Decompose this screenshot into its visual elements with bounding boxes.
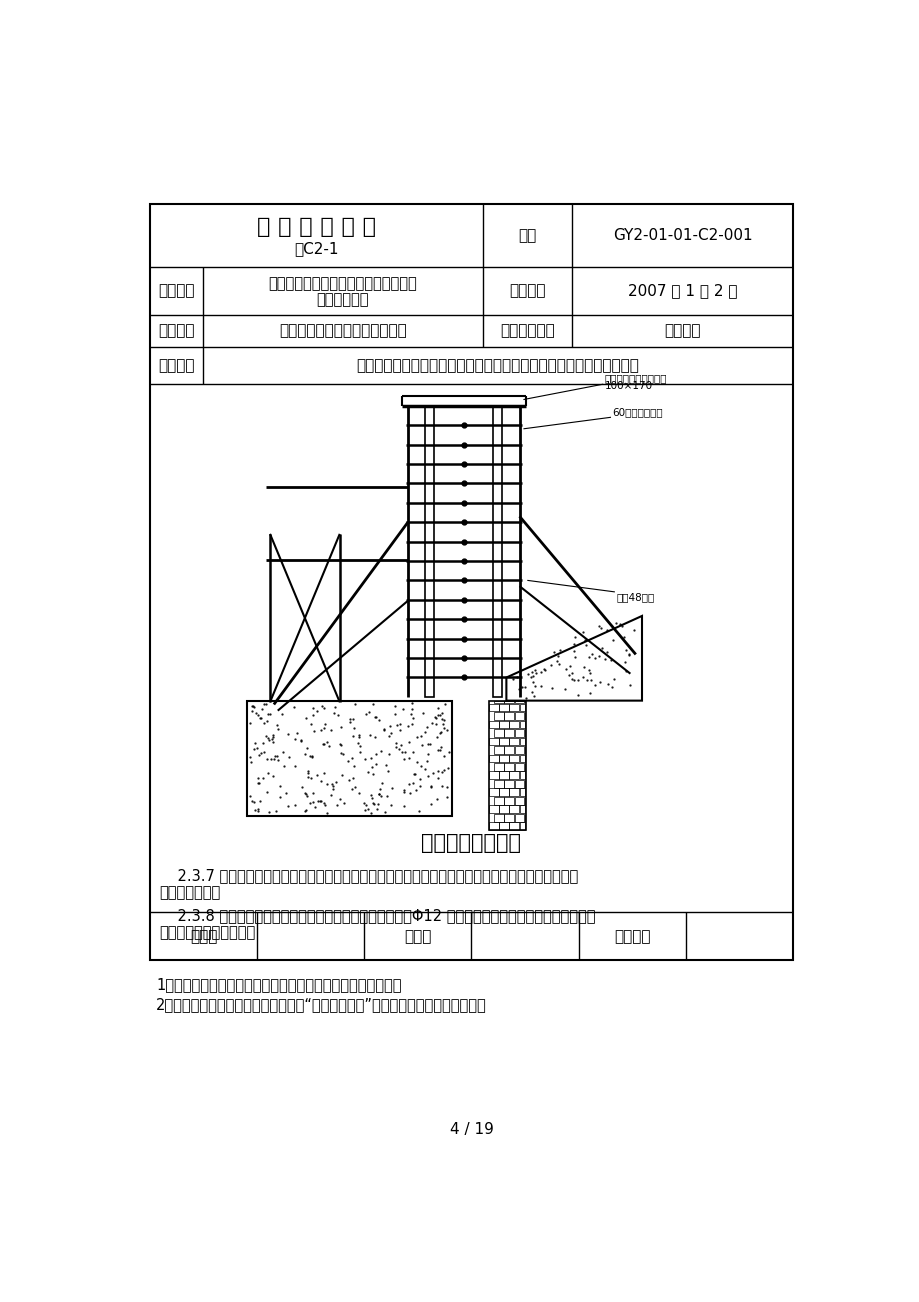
Bar [499,703,508,711]
Bar [504,814,513,822]
Bar [519,789,525,796]
Bar [514,712,523,720]
Bar [514,797,523,805]
Bar [514,814,523,822]
Text: 混凝土分隔开。: 混凝土分隔开。 [159,885,221,900]
Text: 2、当做分项施工技术交底时，应填写“分项工程名称”栏，其他技术交底可不填写。: 2、当做分项施工技术交底时，应填写“分项工程名称”栏，其他技术交底可不填写。 [156,997,486,1012]
Bar [489,720,498,728]
Bar [494,712,503,720]
Text: 2.3.8 施工缝部位用锂丝网与墙体锂筋绹牢，后面用２根Φ12 锂筋竖向撑住锂丝网，锂筋后面用短锂: 2.3.8 施工缝部位用锂丝网与墙体锂筋绹牢，后面用２根Φ12 锂筋竖向撑住锂丝… [159,907,595,923]
Bar [504,763,513,771]
Bar [504,700,513,703]
Text: 工程名称: 工程名称 [158,284,194,298]
Text: 中国建筑一局（集团）有限公司: 中国建筑一局（集团）有限公司 [278,323,406,339]
Text: 技 术 交 底 记 录: 技 术 交 底 记 录 [256,216,376,237]
Bar [489,755,498,762]
Text: 交底日期: 交底日期 [509,284,545,298]
Bar [494,780,503,788]
Bar [489,700,525,829]
Bar [509,806,518,812]
Text: 100×170: 100×170 [604,380,652,391]
Bar [514,700,523,703]
Bar [489,703,498,711]
Bar [509,823,518,829]
Bar [519,772,525,779]
Text: 表C2-1: 表C2-1 [294,241,338,255]
Text: 地下室墙体、柱模板的施工籹备、工艺流程、质量要求以及其他措施等: 地下室墙体、柱模板的施工籹备、工艺流程、质量要求以及其他措施等 [356,358,639,374]
Text: 用房西楼工程: 用房西楼工程 [316,292,369,307]
Bar [499,823,508,829]
Text: 编号: 编号 [518,228,536,243]
Bar [514,729,523,737]
Bar [494,729,503,737]
Bar [489,772,498,779]
Bar [514,780,523,788]
Bar [519,806,525,812]
Text: 分项工程名称: 分项工程名称 [500,323,554,339]
Bar [504,729,513,737]
Text: 2.3.7 外墙与内墙交接的部位，由于混凝土强度不同，用锂丝网片与墙体锂筋绹坚固，将不同标号的: 2.3.7 外墙与内墙交接的部位，由于混凝土强度不同，用锂丝网片与墙体锂筋绹坚固… [159,868,578,883]
Bar [519,755,525,762]
Bar [499,738,508,745]
Bar [489,738,498,745]
Bar [489,789,498,796]
Text: 北京首都国际机场３号航站楼旅客过夜: 北京首都国际机场３号航站楼旅客过夜 [268,276,417,292]
Bar [509,720,518,728]
Text: 交底提要: 交底提要 [158,358,194,374]
Bar [246,700,451,816]
Bar [504,780,513,788]
Text: 直径48锂管: 直径48锂管 [616,592,654,603]
Bar [514,746,523,754]
Bar [494,797,503,805]
Text: 交底人: 交底人 [403,928,431,944]
Bar [494,746,503,754]
Bar [493,406,502,697]
Bar [509,789,518,796]
Bar [509,738,518,745]
Bar [494,763,503,771]
Bar [499,720,508,728]
Text: 三节对拉螺栋，止水片: 三节对拉螺栋，止水片 [604,372,666,383]
Bar [504,712,513,720]
Bar [504,746,513,754]
Bar [494,700,503,703]
Bar [519,703,525,711]
Text: 审核人: 审核人 [189,928,217,944]
Bar [489,806,498,812]
Bar [519,720,525,728]
Polygon shape [505,616,641,700]
Bar [499,789,508,796]
Text: GY2-01-01-C2-001: GY2-01-01-C2-001 [612,228,752,243]
Text: 4 / 19: 4 / 19 [449,1122,493,1137]
Text: 地下室墙体支模图: 地下室墙体支模图 [421,833,521,853]
Bar [509,703,518,711]
Text: 1、本表由施工单位填写，交底单位与被交底单位各保存一份。: 1、本表由施工单位填写，交底单位与被交底单位各保存一份。 [156,978,401,992]
Text: 模板工程: 模板工程 [664,323,700,339]
Bar [519,738,525,745]
Bar [489,823,498,829]
Bar [499,806,508,812]
Bar [514,763,523,771]
Text: 被交底人: 被交底人 [613,928,650,944]
Bar [509,772,518,779]
Bar [519,823,525,829]
Text: 60系列小锂模板: 60系列小锂模板 [612,408,663,417]
Bar [499,755,508,762]
Bar [499,772,508,779]
Bar [425,406,434,697]
Bar [504,797,513,805]
Bar [494,814,503,822]
Text: 筋与墙体锂筋连接坚固。: 筋与墙体锂筋连接坚固。 [159,924,255,940]
Text: 2007 年 1 月 2 日: 2007 年 1 月 2 日 [628,284,737,298]
Bar [509,755,518,762]
Text: 施工单位: 施工单位 [158,323,194,339]
Bar [150,204,792,960]
